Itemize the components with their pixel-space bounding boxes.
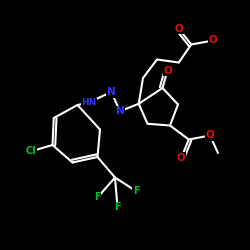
Text: F: F: [114, 202, 121, 212]
Text: F: F: [94, 192, 101, 202]
Text: HN: HN: [81, 98, 96, 107]
Text: N: N: [107, 87, 116, 97]
Text: O: O: [208, 36, 218, 46]
Text: O: O: [177, 153, 186, 163]
Text: O: O: [174, 24, 183, 34]
Text: N: N: [116, 106, 124, 116]
Text: Cl: Cl: [26, 146, 36, 156]
Text: O: O: [206, 130, 214, 140]
Text: F: F: [133, 186, 140, 196]
Text: O: O: [163, 66, 172, 76]
